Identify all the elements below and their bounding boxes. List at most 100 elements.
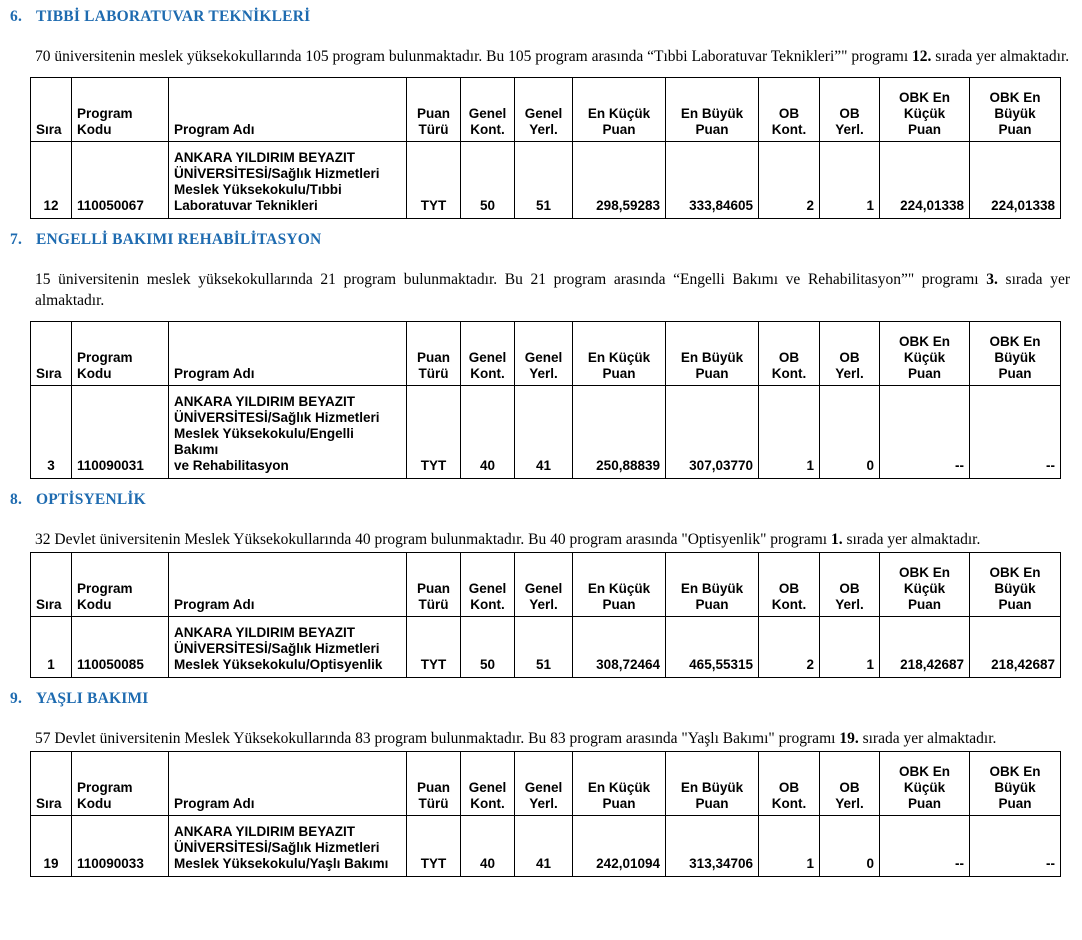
column-header: Sıra [30,321,72,386]
table-header-row: Sıra Program Kodu Program Adı Puan Türü Gene… [30,552,1061,617]
table-cell: 1 [819,616,880,678]
paragraph-text: 32 Devlet üniversitenin Meslek Yüksekoku… [35,531,831,548]
paragraph-text: sırada yer almaktadır. [858,730,997,747]
rank-emphasis: 12. [912,48,932,65]
column-header: En Büyük Puan [665,751,759,816]
column-header: OB Yerl. [819,321,880,386]
document-section: 6. TIBBİ LABORATUVAR TEKNİKLERİ 70 ünive… [0,8,1082,219]
table-cell: TYT [406,141,461,219]
column-header: En Küçük Puan [572,77,666,142]
table-cell: 307,03770 [665,385,759,479]
table-cell: ANKARA YILDIRIM BEYAZIT ÜNİVERSİTESİ/Sağ… [168,385,407,479]
section-title: OPTİSYENLİK [36,491,146,508]
table-cell: 224,01338 [969,141,1061,219]
table-cell: 218,42687 [969,616,1061,678]
rank-emphasis: 1. [830,531,843,548]
section-number: 6. [10,8,23,25]
column-header: Genel Yerl. [514,552,573,617]
table-cell: 465,55315 [665,616,759,678]
column-header: Sıra [30,552,72,617]
column-header: OB Kont. [758,321,820,386]
document-section: 9. YAŞLI BAKIMI 57 Devlet üniversitenin … [0,690,1082,877]
column-header: OBK En Büyük Puan [969,751,1061,816]
table-cell: 12 [30,141,72,219]
section-number: 9. [10,690,23,707]
column-header: OBK En Küçük Puan [879,321,970,386]
table-cell: 19 [30,815,72,877]
column-header: Sıra [30,751,72,816]
section-title: YAŞLI BAKIMI [36,690,149,707]
column-header: Genel Kont. [460,321,515,386]
column-header: Genel Kont. [460,751,515,816]
table-data-row: 19 110090033 ANKARA YILDIRIM BEYAZIT ÜNİVE… [30,815,1061,877]
table-cell: 51 [514,141,573,219]
column-header: En Küçük Puan [572,552,666,617]
column-header: Genel Kont. [460,77,515,142]
table-cell: 298,59283 [572,141,666,219]
table-cell: -- [969,815,1061,877]
table-cell: -- [879,385,970,479]
program-table: Sıra Program Kodu Program Adı Puan Türü Gene… [30,77,1061,219]
table-cell: 110090033 [71,815,169,877]
table-cell: ANKARA YILDIRIM BEYAZIT ÜNİVERSİTESİ/Sağ… [168,815,407,877]
column-header: Puan Türü [406,751,461,816]
table-cell: 3 [30,385,72,479]
column-header: En Küçük Puan [572,751,666,816]
column-header: OB Kont. [758,751,820,816]
column-header: OBK En Büyük Puan [969,552,1061,617]
column-header: Sıra [30,77,72,142]
rank-emphasis: 19. [839,730,859,747]
column-header: Program Kodu [71,77,169,142]
document-page: 6. TIBBİ LABORATUVAR TEKNİKLERİ 70 ünive… [0,8,1082,940]
column-header: En Küçük Puan [572,321,666,386]
table-data-row: 12 110050067 ANKARA YILDIRIM BEYAZIT ÜNİVE… [30,141,1061,219]
program-table: Sıra Program Kodu Program Adı Puan Türü Gene… [30,321,1061,479]
column-header: OBK En Küçük Puan [879,552,970,617]
column-header: OB Kont. [758,77,820,142]
table-cell: 1 [758,385,820,479]
rank-emphasis: 3. [986,271,998,288]
table-header-row: Sıra Program Kodu Program Adı Puan Türü Gene… [30,751,1061,816]
column-header: OBK En Büyük Puan [969,77,1061,142]
paragraph-text: sırada yer almaktadır. [931,48,1070,65]
program-table: Sıra Program Kodu Program Adı Puan Türü Gene… [30,552,1061,678]
table-cell: 308,72464 [572,616,666,678]
table-data-row: 3 110090031 ANKARA YILDIRIM BEYAZIT ÜNİVER… [30,385,1061,479]
table-cell: 2 [758,141,820,219]
section-number: 8. [10,491,23,508]
table-cell: 313,34706 [665,815,759,877]
table-cell: 41 [514,815,573,877]
table-cell: 242,01094 [572,815,666,877]
section-heading: 6. TIBBİ LABORATUVAR TEKNİKLERİ [10,8,1082,26]
paragraph-text: 70 üniversitenin meslek yüksekokullarınd… [35,48,913,65]
table-cell: 51 [514,616,573,678]
column-header: Program Adı [168,321,407,386]
table-cell: 218,42687 [879,616,970,678]
program-table: Sıra Program Kodu Program Adı Puan Türü Gene… [30,751,1061,877]
table-cell: ANKARA YILDIRIM BEYAZIT ÜNİVERSİTESİ/Sağ… [168,616,407,678]
column-header: Genel Yerl. [514,77,573,142]
column-header: Program Adı [168,552,407,617]
table-cell: 224,01338 [879,141,970,219]
table-cell: 50 [460,141,515,219]
section-paragraph: 15 üniversitenin meslek yüksekokullarınd… [35,269,1070,311]
table-cell: 1 [819,141,880,219]
paragraph-text: 57 Devlet üniversitenin Meslek Yüksekoku… [35,730,840,747]
column-header: Program Kodu [71,321,169,386]
table-cell: -- [969,385,1061,479]
section-title: ENGELLİ BAKIMI REHABİLİTASYON [36,231,322,248]
column-header: OBK En Küçük Puan [879,77,970,142]
table-cell: 333,84605 [665,141,759,219]
column-header: OB Yerl. [819,751,880,816]
column-header: OBK En Küçük Puan [879,751,970,816]
document-section: 8. OPTİSYENLİK 32 Devlet üniversitenin M… [0,491,1082,678]
column-header: Genel Yerl. [514,751,573,816]
table-cell: 110050085 [71,616,169,678]
table-cell: TYT [406,385,461,479]
column-header: Genel Kont. [460,552,515,617]
section-title: TIBBİ LABORATUVAR TEKNİKLERİ [36,8,311,25]
column-header: OB Yerl. [819,77,880,142]
section-paragraph: 32 Devlet üniversitenin Meslek Yüksekoku… [35,529,1070,550]
column-header: En Büyük Puan [665,321,759,386]
table-header-row: Sıra Program Kodu Program Adı Puan Türü Gene… [30,77,1061,142]
